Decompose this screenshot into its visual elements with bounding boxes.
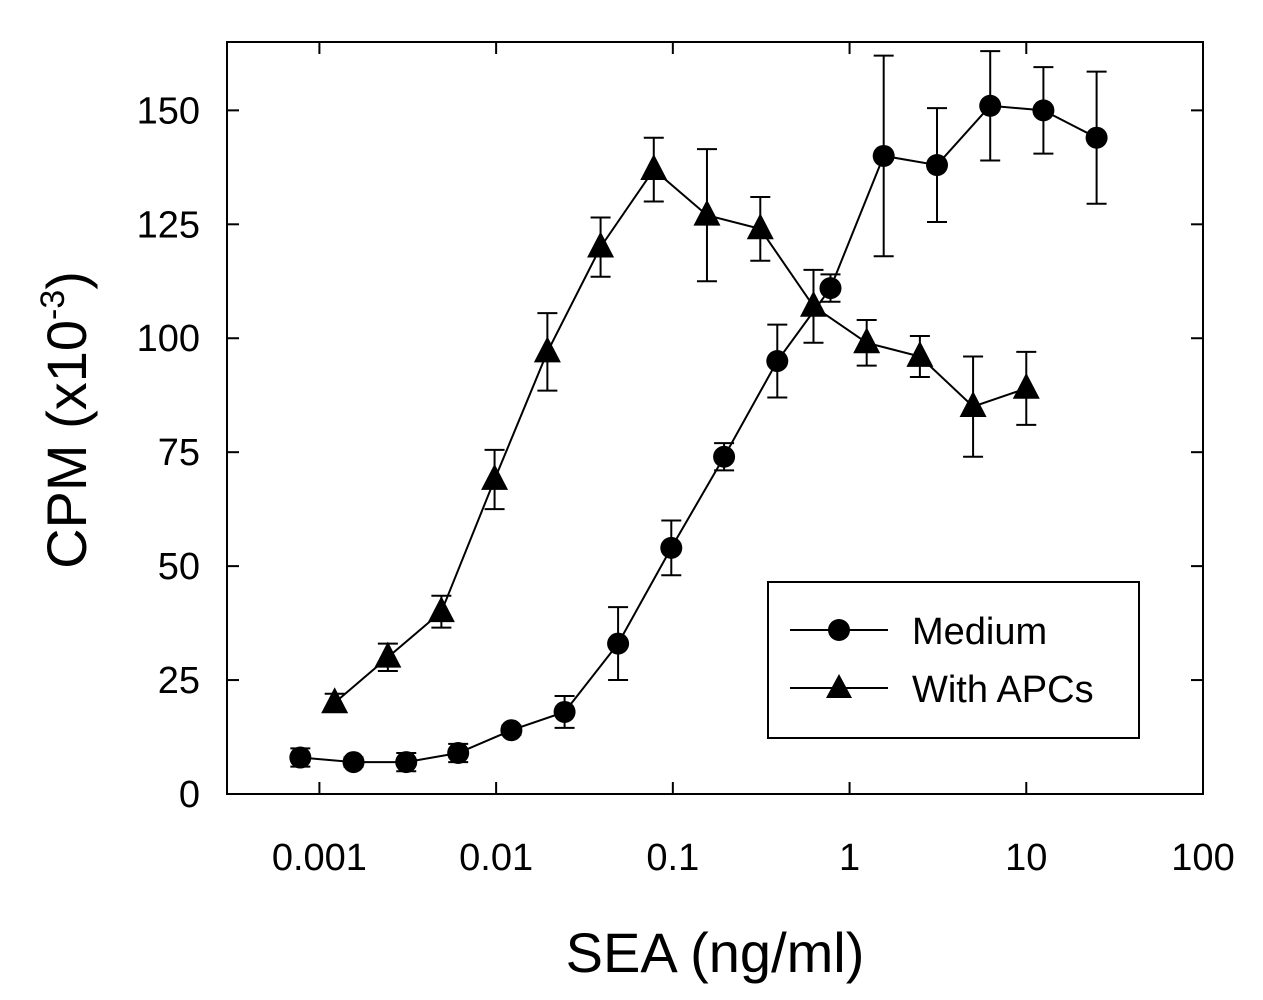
data-point-with-apcs xyxy=(959,391,987,418)
x-axis-title: SEA (ng/ml) xyxy=(566,921,865,984)
data-point-medium xyxy=(500,719,523,742)
x-tick-label: 0.1 xyxy=(646,837,699,879)
data-point-with-apcs xyxy=(427,596,455,623)
series-line-with-apcs xyxy=(334,168,1027,704)
data-point-medium xyxy=(1032,99,1055,122)
data-point-with-apcs xyxy=(481,463,509,490)
legend-entry-with-apcs: With APCs xyxy=(790,669,1094,711)
y-tick-label: 125 xyxy=(137,204,200,246)
data-point-medium xyxy=(660,536,683,559)
series-medium xyxy=(289,50,1108,774)
legend-label-with-apcs: With APCs xyxy=(912,669,1094,711)
data-point-with-apcs xyxy=(853,327,881,354)
y-tick-label: 100 xyxy=(137,318,200,360)
data-point-with-apcs xyxy=(906,340,934,367)
data-point-medium xyxy=(447,741,470,764)
legend-label-medium: Medium xyxy=(912,611,1047,653)
x-tick-label: 0.001 xyxy=(272,837,367,879)
legend-box xyxy=(767,581,1140,739)
data-point-with-apcs xyxy=(533,336,561,363)
legend: Medium With APCs xyxy=(767,581,1140,739)
data-point-medium xyxy=(819,277,842,300)
data-point-with-apcs xyxy=(693,199,721,226)
legend-entry-medium: Medium xyxy=(790,611,1047,653)
y-axis-title-main: CPM (x10 xyxy=(35,320,98,569)
data-point-with-apcs xyxy=(1012,372,1040,399)
data-point-medium xyxy=(342,751,365,774)
data-point-with-apcs xyxy=(587,231,615,258)
y-axis-title-exponent: -3 xyxy=(34,290,72,320)
data-point-medium xyxy=(713,445,736,468)
data-point-medium xyxy=(607,632,630,655)
axis-ticks: 0.001 0.01 0.1 1 10 100 0 25 50 75 100 125 150 xyxy=(137,42,1235,879)
data-point-medium xyxy=(1085,126,1108,149)
data-point-medium xyxy=(766,350,789,373)
series-line-medium xyxy=(300,104,1098,764)
y-tick-label: 75 xyxy=(158,432,200,474)
data-point-medium xyxy=(979,94,1002,117)
data-point-medium xyxy=(395,751,418,774)
y-tick-label: 0 xyxy=(179,774,200,816)
data-point-with-apcs xyxy=(799,290,827,317)
data-point-medium xyxy=(553,700,576,723)
data-point-with-apcs xyxy=(640,154,668,181)
x-tick-label: 10 xyxy=(1005,837,1047,879)
data-point-medium xyxy=(289,746,312,769)
data-point-medium xyxy=(926,154,949,177)
data-point-with-apcs xyxy=(321,687,349,714)
y-axis-title-close: ) xyxy=(35,271,98,290)
x-tick-label: 0.01 xyxy=(459,837,533,879)
series-layer xyxy=(289,50,1108,774)
y-tick-label: 150 xyxy=(137,90,200,132)
data-point-with-apcs xyxy=(374,641,402,668)
y-axis-title: CPM (x10-3) xyxy=(34,271,98,569)
plot-frame xyxy=(226,41,1204,795)
series-with-apcs xyxy=(321,136,1040,714)
legend-marker-circle xyxy=(828,619,850,641)
data-point-with-apcs xyxy=(746,213,774,240)
y-tick-label: 25 xyxy=(158,660,200,702)
y-tick-label: 50 xyxy=(158,546,200,588)
data-point-medium xyxy=(872,144,895,167)
x-tick-label: 1 xyxy=(839,837,860,879)
legend-marker-triangle xyxy=(826,674,852,698)
x-tick-label: 100 xyxy=(1171,837,1234,879)
